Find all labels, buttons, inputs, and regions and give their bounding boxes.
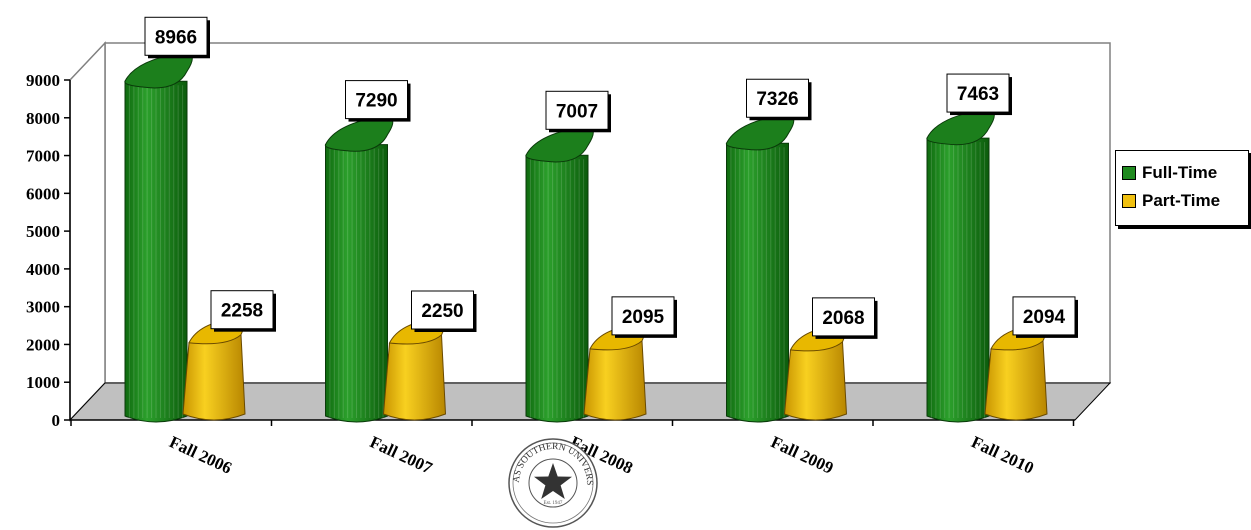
legend-item-part-time: Part-Time	[1122, 187, 1248, 215]
legend: Full-Time Part-Time	[1115, 150, 1249, 226]
data-label-text: 8966	[155, 27, 197, 48]
y-tick-label: 9000	[26, 71, 60, 90]
bar-full-time	[926, 109, 995, 423]
legend-label-part-time: Part-Time	[1142, 191, 1221, 210]
data-label-part-time: 2094	[1012, 296, 1078, 338]
data-label-part-time: 2258	[210, 290, 276, 332]
x-tick-label: Fall 2007	[367, 432, 436, 478]
university-seal-logo: TEXAS SOUTHERN UNIVERSITY Est. 1947	[507, 437, 598, 528]
y-tick-label: 8000	[26, 109, 60, 128]
y-tick-label: 3000	[26, 298, 60, 317]
bar-part-time	[583, 324, 647, 421]
data-label-text: 7007	[556, 101, 598, 122]
x-tick-label: Fall 2009	[768, 432, 836, 477]
data-label-text: 2258	[221, 301, 263, 322]
data-label-text: 7290	[355, 91, 397, 112]
legend-label-full-time: Full-Time	[1142, 163, 1218, 182]
data-label-part-time: 2068	[812, 297, 878, 339]
x-tick-label: Fall 2010	[968, 432, 1036, 477]
plot-left-wall	[69, 41, 106, 422]
data-label-full-time: 7463	[946, 73, 1012, 116]
bar-full-time	[725, 114, 795, 423]
y-tick-label: 1000	[26, 373, 60, 392]
legend-swatch-full-time	[1122, 166, 1136, 180]
x-tick-label: Fall 2006	[166, 432, 234, 477]
y-tick-label: 0	[52, 411, 61, 430]
data-label-full-time: 7290	[345, 80, 411, 122]
bars	[124, 52, 1048, 423]
data-label-text: 2095	[622, 307, 665, 328]
y-tick-label: 5000	[26, 222, 60, 241]
y-tick-label: 2000	[26, 335, 60, 354]
data-label-text: 2094	[1023, 307, 1066, 328]
data-label-text: 7463	[957, 84, 999, 105]
data-label-text: 7326	[756, 89, 798, 110]
y-tick-label: 7000	[26, 147, 60, 166]
legend-item-full-time: Full-Time	[1122, 159, 1248, 187]
legend-swatch-part-time	[1122, 194, 1136, 208]
data-labels: 8966 2258 7290 2250 7007 2095 7326 2068 7463 2094	[144, 16, 1078, 339]
y-tick-label: 4000	[26, 260, 60, 279]
data-label-full-time: 8966	[144, 16, 210, 59]
data-label-part-time: 2095	[611, 296, 677, 338]
y-tick-label: 6000	[26, 184, 60, 203]
data-label-text: 2250	[421, 301, 463, 322]
data-label-full-time: 7007	[545, 90, 611, 133]
bar-full-time	[124, 52, 193, 423]
bar-full-time	[525, 126, 594, 423]
data-label-part-time: 2250	[411, 290, 477, 332]
data-label-full-time: 7326	[746, 78, 812, 121]
svg-text:Est. 1947: Est. 1947	[544, 501, 563, 506]
data-label-text: 2068	[822, 308, 864, 329]
bar-full-time	[324, 115, 394, 423]
y-axis-ticks: 0 1000 2000 3000 4000 5000 6000 7000 8000 9000	[26, 71, 70, 430]
